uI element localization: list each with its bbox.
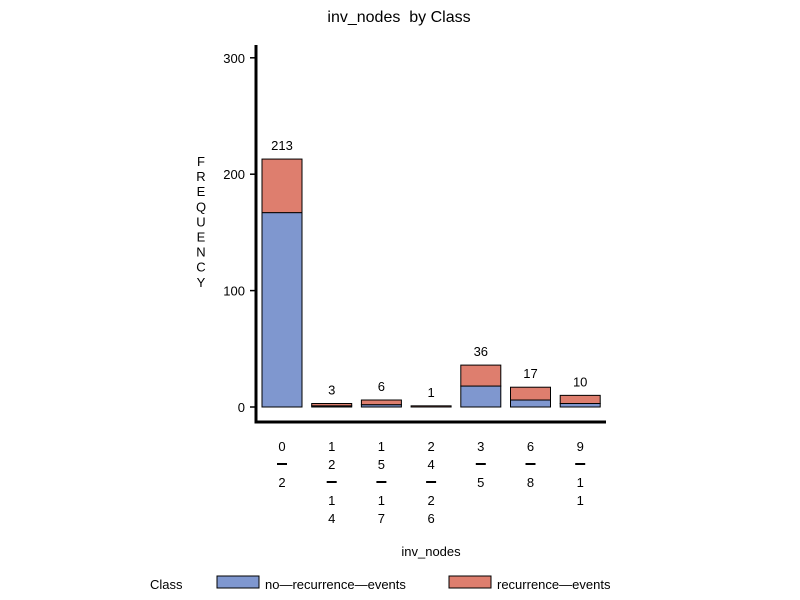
bar-segment-recurrence [410, 405, 452, 408]
x-tick-label: 1 [378, 439, 385, 454]
bar-total-label: 213 [271, 138, 293, 153]
y-label-letter: N [196, 245, 205, 260]
bar-total-label: 6 [378, 379, 385, 394]
x-tick-label: 2 [328, 457, 335, 472]
x-tick-label: 4 [427, 457, 434, 472]
x-tick-label: 5 [477, 475, 484, 490]
x-tick-label: 1 [378, 493, 385, 508]
bar-segment-recurrence [510, 386, 551, 401]
x-tick-label: 2 [278, 475, 285, 490]
y-label-letter: U [196, 214, 205, 229]
x-tick-label: 9 [577, 439, 584, 454]
y-label-letter: R [196, 169, 205, 184]
x-axis: 0 2 1 2 1 4 1 5 1 7 2 4 2 6 3 5 6 8 9 1 1 [254, 420, 606, 526]
bar-total-label: 36 [474, 344, 488, 359]
y-label-letter: Y [197, 275, 206, 290]
y-tick-label: 0 [238, 400, 245, 415]
x-tick-label: 1 [577, 475, 584, 490]
bar-total-label: 3 [328, 383, 335, 398]
y-label-letter: E [197, 184, 206, 199]
legend-label: no—recurrence—events [265, 577, 406, 592]
x-tick-label: 1 [577, 493, 584, 508]
bar-total-label: 1 [427, 385, 434, 400]
x-tick-label: 1 [328, 493, 335, 508]
x-tick-label: 4 [328, 511, 335, 526]
x-tick-label: 5 [378, 457, 385, 472]
x-tick-label: 2 [427, 439, 434, 454]
x-tick-label: 6 [427, 511, 434, 526]
x-tick-label: 0 [278, 439, 285, 454]
bar-segment-recurrence [261, 158, 303, 214]
bar-segment-no-recurrence [460, 385, 502, 408]
x-tick-label: 1 [328, 439, 335, 454]
x-tick-label: 3 [477, 439, 484, 454]
legend-title: Class [150, 577, 183, 592]
y-label-letter: C [196, 260, 205, 275]
bar-segment-no-recurrence [510, 399, 551, 408]
bar-segment-no-recurrence [559, 403, 601, 408]
y-tick-label: 100 [223, 284, 245, 299]
bar-segment-recurrence [360, 399, 402, 406]
legend-label: recurrence—events [497, 577, 611, 592]
y-label-letter: Q [196, 199, 206, 214]
bar-segment-recurrence [559, 394, 601, 405]
x-axis-label: inv_nodes [401, 544, 461, 559]
y-label-letter: E [197, 230, 206, 245]
legend-swatch [216, 575, 260, 589]
x-tick-label: 6 [527, 439, 534, 454]
chart-title: inv_nodes by Class [327, 9, 470, 26]
y-tick-label: 200 [223, 167, 245, 182]
x-tick-label: 8 [527, 475, 534, 490]
legend-swatch [448, 575, 492, 589]
bar-segment-recurrence [460, 364, 502, 387]
x-tick-label: 2 [427, 493, 434, 508]
bar-total-label: 10 [573, 374, 587, 389]
legend: Class no—recurrence—events recurrence—eve… [150, 575, 611, 592]
y-axis: 0 100 200 300 [223, 45, 258, 422]
y-tick-label: 300 [223, 51, 245, 66]
bar-segment-no-recurrence [261, 212, 303, 408]
x-tick-label: 7 [378, 511, 385, 526]
bar-total-label: 17 [523, 366, 537, 381]
bar-segment-recurrence [311, 403, 353, 407]
y-label-letter: F [197, 154, 205, 169]
